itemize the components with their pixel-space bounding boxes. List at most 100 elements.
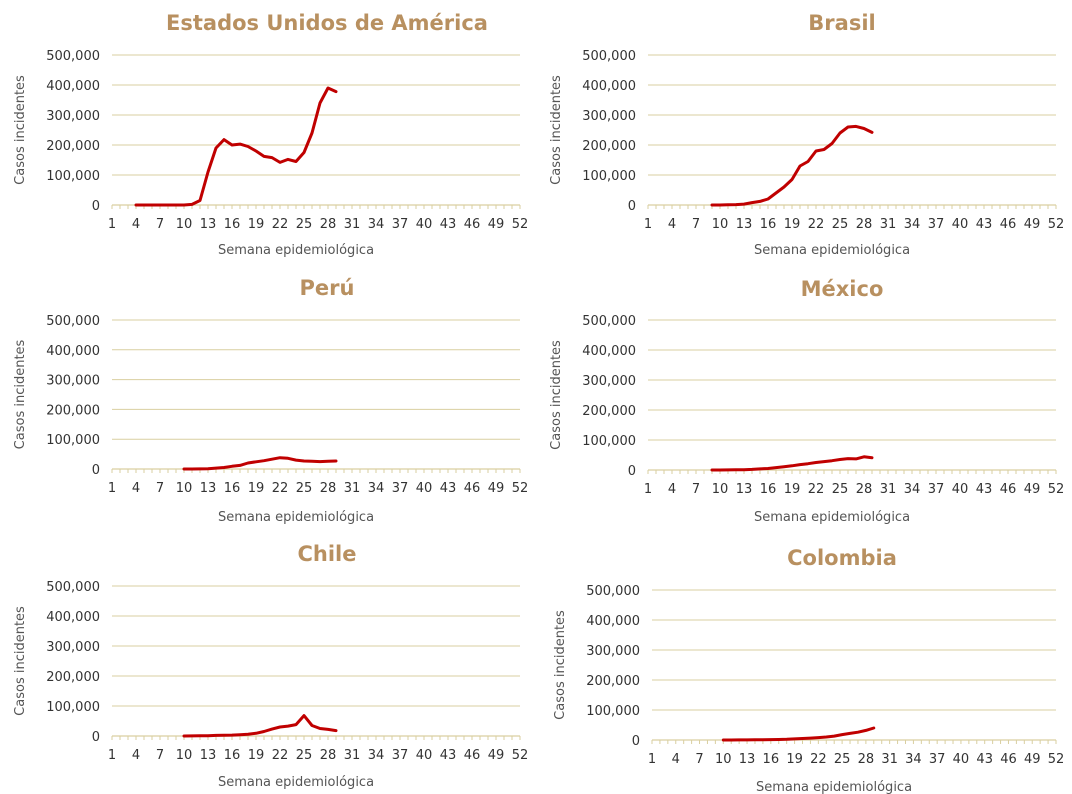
x-tick-label: 4 xyxy=(132,217,140,232)
x-tick-label: 28 xyxy=(858,752,875,767)
x-tick-label: 28 xyxy=(320,748,337,763)
x-tick-label: 43 xyxy=(440,748,457,763)
x-tick-label: 52 xyxy=(1048,752,1065,767)
x-tick-label: 7 xyxy=(156,481,164,496)
x-tick-label: 34 xyxy=(368,748,385,763)
x-tick-label: 7 xyxy=(695,752,703,767)
x-tick-label: 46 xyxy=(464,748,481,763)
x-tick-label: 28 xyxy=(856,217,873,232)
series-line xyxy=(182,456,338,471)
x-tick-label: 52 xyxy=(512,481,529,496)
y-tick-label: 200,000 xyxy=(582,404,636,419)
x-axis-label: Semana epidemiológica xyxy=(218,243,374,258)
y-tick-label: 300,000 xyxy=(46,640,100,655)
chart-brasil: Brasil 0 100,000 200,000 300,000 400,000 500,0… xyxy=(549,11,1065,258)
chart-title: Perú xyxy=(300,276,355,300)
y-tick-label: 0 xyxy=(628,464,636,479)
x-tick-label: 1 xyxy=(644,217,652,232)
chart-colombia: Colombia 0 100,000 200,000 300,000 400,000 500… xyxy=(553,546,1065,794)
x-tick-label: 10 xyxy=(715,752,732,767)
series-line xyxy=(182,714,338,738)
x-tick-label: 49 xyxy=(1024,217,1041,232)
chart-title: Chile xyxy=(297,542,356,566)
x-tick-label: 49 xyxy=(1024,752,1041,767)
y-tick-label: 100,000 xyxy=(46,169,100,184)
y-tick-label: 400,000 xyxy=(582,79,636,94)
x-tick-label: 7 xyxy=(692,482,700,497)
x-tick-label: 13 xyxy=(200,748,217,763)
y-tick-label: 500,000 xyxy=(582,49,636,64)
y-tick-label: 400,000 xyxy=(46,79,100,94)
x-tick-label: 13 xyxy=(200,481,217,496)
y-tick-label: 100,000 xyxy=(586,704,640,719)
x-tick-label: 31 xyxy=(881,752,898,767)
x-axis-label: Semana epidemiológica xyxy=(218,775,374,790)
y-tick-label: 200,000 xyxy=(46,670,100,685)
y-tick-label: 300,000 xyxy=(46,109,100,124)
x-tick-label: 37 xyxy=(929,752,946,767)
x-tick-label: 1 xyxy=(644,482,652,497)
x-tick-label: 1 xyxy=(108,481,116,496)
y-tick-label: 400,000 xyxy=(586,614,640,629)
x-tick-label: 34 xyxy=(904,482,921,497)
x-tick-label: 16 xyxy=(224,481,241,496)
x-tick-label: 28 xyxy=(320,481,337,496)
x-tick-label: 19 xyxy=(248,748,265,763)
y-tick-label: 300,000 xyxy=(582,109,636,124)
x-tick-label: 16 xyxy=(763,752,780,767)
chart-mexico: México 0 100,000 200,000 300,000 400,000 500,0… xyxy=(549,277,1065,525)
x-tick-label: 22 xyxy=(272,481,289,496)
y-tick-label: 100,000 xyxy=(46,700,100,715)
x-tick-label: 4 xyxy=(668,217,676,232)
x-tick-label: 46 xyxy=(1000,217,1017,232)
x-axis-label: Semana epidemiológica xyxy=(754,510,910,525)
x-tick-label: 34 xyxy=(368,217,385,232)
y-tick-label: 300,000 xyxy=(586,644,640,659)
x-tick-label: 49 xyxy=(488,217,505,232)
x-tick-label: 52 xyxy=(1048,217,1065,232)
x-tick-label: 52 xyxy=(1048,482,1065,497)
y-tick-label: 0 xyxy=(632,734,640,749)
x-tick-label: 1 xyxy=(648,752,656,767)
x-tick-label: 19 xyxy=(248,481,265,496)
x-tick-label: 49 xyxy=(488,748,505,763)
y-axis-label: Casos incidentes xyxy=(549,75,564,185)
chart-title: Brasil xyxy=(808,11,875,35)
y-tick-label: 400,000 xyxy=(582,344,636,359)
x-tick-label: 19 xyxy=(786,752,803,767)
x-tick-label: 43 xyxy=(976,752,993,767)
y-tick-label: 0 xyxy=(92,463,100,478)
x-tick-label: 52 xyxy=(512,748,529,763)
x-tick-label: 7 xyxy=(156,217,164,232)
y-axis-label: Casos incidentes xyxy=(13,606,28,716)
chart-title: México xyxy=(801,277,884,301)
x-tick-label: 19 xyxy=(784,217,801,232)
y-tick-label: 200,000 xyxy=(586,674,640,689)
x-axis-label: Semana epidemiológica xyxy=(218,510,374,525)
x-tick-label: 10 xyxy=(712,217,729,232)
y-tick-label: 0 xyxy=(628,199,636,214)
x-tick-label: 43 xyxy=(976,217,993,232)
x-tick-label: 22 xyxy=(272,748,289,763)
x-tick-label: 28 xyxy=(320,217,337,232)
y-axis-label: Casos incidentes xyxy=(553,610,568,720)
y-tick-label: 200,000 xyxy=(46,139,100,154)
x-tick-label: 34 xyxy=(904,217,921,232)
y-tick-label: 500,000 xyxy=(46,49,100,64)
chart-peru: Perú 0 100,000 200,000 300,000 400,000 500,000… xyxy=(13,276,529,525)
y-tick-label: 500,000 xyxy=(46,314,100,329)
x-tick-label: 1 xyxy=(108,217,116,232)
x-tick-label: 25 xyxy=(296,217,313,232)
chart-estados-unidos: Estados Unidos de América 0 100,000 200,000… xyxy=(13,11,528,258)
x-tick-label: 31 xyxy=(344,217,361,232)
x-tick-label: 40 xyxy=(416,748,433,763)
series-line xyxy=(134,86,338,207)
x-tick-label: 46 xyxy=(464,481,481,496)
x-tick-label: 22 xyxy=(808,482,825,497)
x-tick-label: 7 xyxy=(156,748,164,763)
x-tick-label: 10 xyxy=(712,482,729,497)
y-tick-label: 0 xyxy=(92,730,100,745)
x-tick-label: 40 xyxy=(416,481,433,496)
x-axis-label: Semana epidemiológica xyxy=(754,243,910,258)
